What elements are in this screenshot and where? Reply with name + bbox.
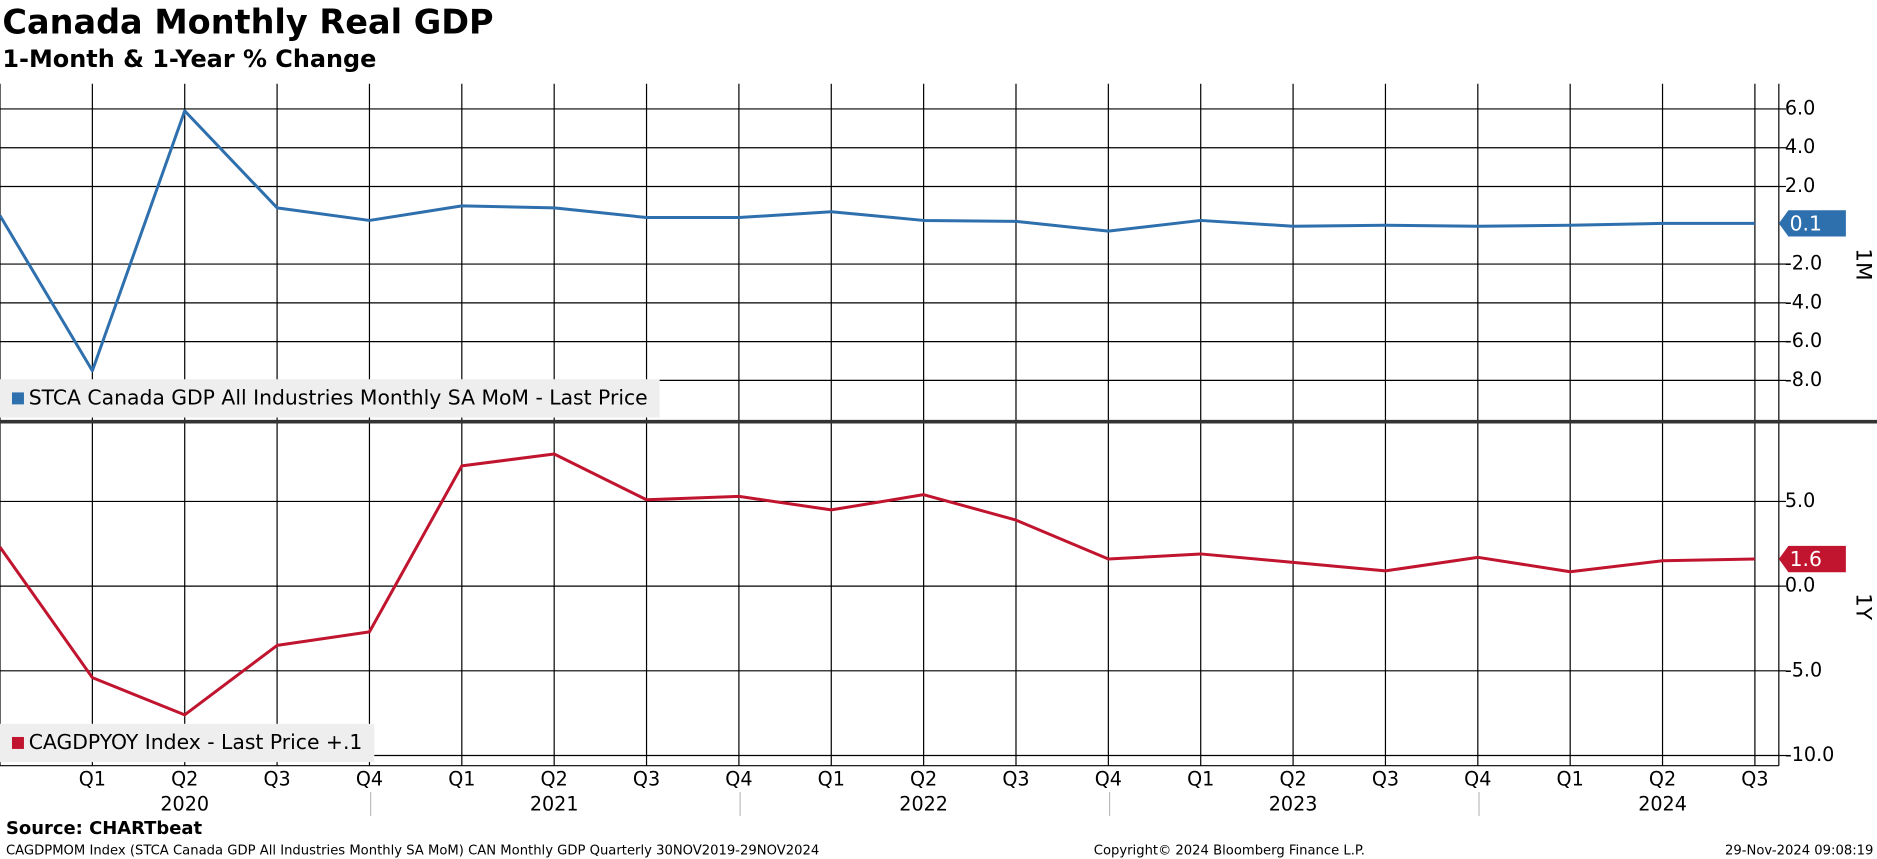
x-tick-label: Q2 — [171, 768, 198, 791]
legend-swatch — [11, 736, 24, 749]
last-value-box — [1778, 210, 1846, 237]
x-tick-label: Q1 — [79, 768, 106, 791]
description: CAGDPMOM Index (STCA Canada GDP All Indu… — [6, 844, 819, 859]
x-tick-label: Q1 — [448, 768, 475, 791]
x-tick-label: Q1 — [818, 768, 845, 791]
x-tick-label: Q2 — [910, 768, 937, 791]
legend-box — [0, 379, 660, 418]
y-tick-label: 0.0 — [1785, 574, 1815, 597]
y-tick-label: -6.0 — [1785, 329, 1822, 352]
x-group-label: 2020 — [160, 793, 209, 816]
x-tick-label: Q3 — [1002, 768, 1029, 791]
chart-subtitle: 1-Month & 1-Year % Change — [2, 45, 376, 73]
y-axis-label: 1M — [1851, 248, 1876, 280]
x-tick-label: Q3 — [1741, 768, 1768, 791]
y-tick-label: -2.0 — [1785, 252, 1822, 275]
x-tick-label: Q4 — [1464, 768, 1491, 791]
source: Source: CHARTbeat — [6, 818, 203, 839]
copyright: Copyright© 2024 Bloomberg Finance L.P. — [1094, 844, 1365, 859]
last-value-label: 1.6 — [1790, 547, 1822, 571]
x-tick-label: Q4 — [725, 768, 752, 791]
timestamp: 29-Nov-2024 09:08:19 — [1725, 844, 1873, 859]
data-line — [0, 452, 1755, 717]
legend-box — [0, 723, 375, 763]
x-tick-label: Q1 — [1187, 768, 1214, 791]
x-tick-label: Q1 — [1557, 768, 1584, 791]
last-value-label: 0.1 — [1790, 212, 1822, 236]
x-tick-label: Q2 — [1649, 768, 1676, 791]
last-value-box — [1778, 545, 1846, 573]
legend-label: STCA Canada GDP All Industries Monthly S… — [29, 385, 648, 409]
x-tick-label: Q2 — [541, 768, 568, 791]
legend-label: CAGDPYOY Index - Last Price +.1 — [29, 730, 363, 754]
legend-swatch — [11, 392, 24, 405]
y-tick-label: 4.0 — [1785, 135, 1815, 158]
x-tick-label: Q3 — [1372, 768, 1399, 791]
x-tick-label: Q4 — [356, 768, 383, 791]
x-group-label: 2022 — [899, 793, 948, 816]
chart-title: Canada Monthly Real GDP — [2, 2, 493, 41]
y-tick-label: -8.0 — [1785, 368, 1822, 391]
y-tick-label: 6.0 — [1785, 96, 1815, 119]
y-tick-label: -5.0 — [1785, 658, 1822, 681]
y-tick-label: -4.0 — [1785, 290, 1822, 313]
data-line — [0, 109, 1755, 373]
x-tick-label: Q4 — [1095, 768, 1122, 791]
x-tick-label: Q2 — [1279, 768, 1306, 791]
x-group-label: 2024 — [1638, 793, 1687, 816]
x-group-label: 2023 — [1269, 793, 1318, 816]
x-tick-label: Q3 — [263, 768, 290, 791]
y-tick-label: 2.0 — [1785, 174, 1815, 197]
x-tick-label: Q3 — [633, 768, 660, 791]
y-tick-label: 5.0 — [1785, 489, 1815, 512]
y-axis-label: 1Y — [1851, 593, 1876, 621]
x-group-label: 2021 — [530, 793, 579, 816]
y-tick-label: -10.0 — [1785, 743, 1834, 766]
